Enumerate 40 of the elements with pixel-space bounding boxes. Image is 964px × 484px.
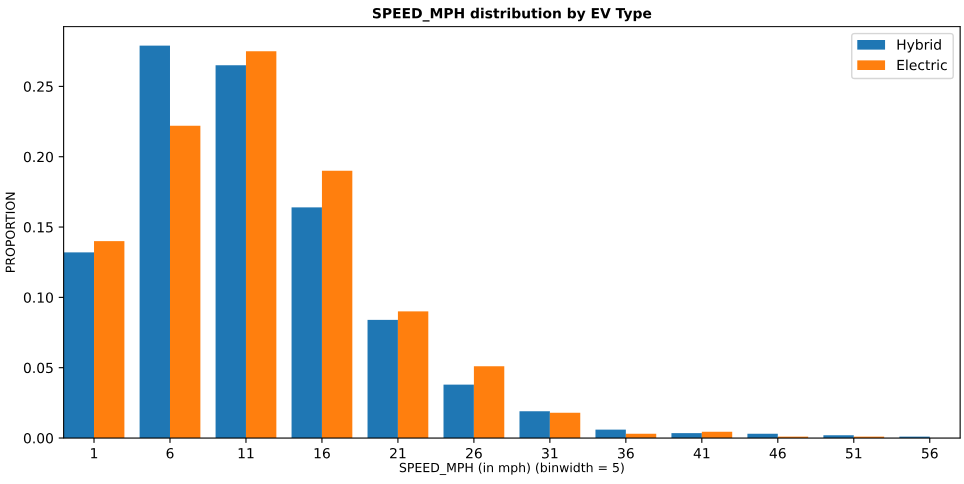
bar [671, 433, 702, 438]
x-tick-label: 21 [390, 448, 406, 458]
bar [170, 126, 200, 438]
x-tick-label: 6 [166, 448, 174, 458]
chart-title: SPEED_MPH distribution by EV Type [372, 8, 652, 22]
bar [216, 65, 246, 438]
legend-label: Electric [898, 60, 947, 70]
bar [550, 412, 580, 438]
bar [368, 320, 398, 438]
bar [322, 170, 352, 438]
y-axis-title: PROPORTION [6, 192, 15, 272]
x-tick-label: 56 [922, 448, 938, 458]
y-tick-label: 0.10 [24, 292, 53, 303]
y-tick-label: 0.20 [24, 152, 53, 162]
y-tick-label: 0.00 [24, 432, 53, 444]
y-tick-label: 0.15 [24, 222, 53, 233]
x-tick-label: 41 [694, 448, 710, 458]
y-tick-label: 0.05 [24, 362, 53, 374]
x-tick-label: 26 [466, 448, 482, 458]
bar [519, 411, 550, 438]
x-tick-label: 46 [770, 448, 786, 458]
bar [702, 432, 732, 438]
x-tick-label: 36 [618, 448, 634, 458]
x-tick-label: 11 [238, 448, 254, 458]
bar [64, 252, 94, 438]
bar [444, 384, 474, 438]
bar [474, 366, 504, 438]
x-tick-label: 51 [846, 448, 862, 458]
legend-label: Hybrid [898, 39, 941, 53]
x-axis-title: SPEED_MPH (in mph) (binwidth = 5) [400, 462, 624, 476]
bar [398, 311, 428, 438]
bar [595, 430, 626, 438]
bar [246, 51, 276, 438]
bar [140, 46, 170, 438]
bar [94, 241, 124, 438]
x-tick-label: 16 [314, 448, 330, 458]
x-tick-label: 31 [542, 448, 558, 458]
y-tick-label: 0.25 [24, 81, 53, 92]
x-tick-label: 1 [91, 448, 98, 458]
bar [292, 207, 322, 438]
